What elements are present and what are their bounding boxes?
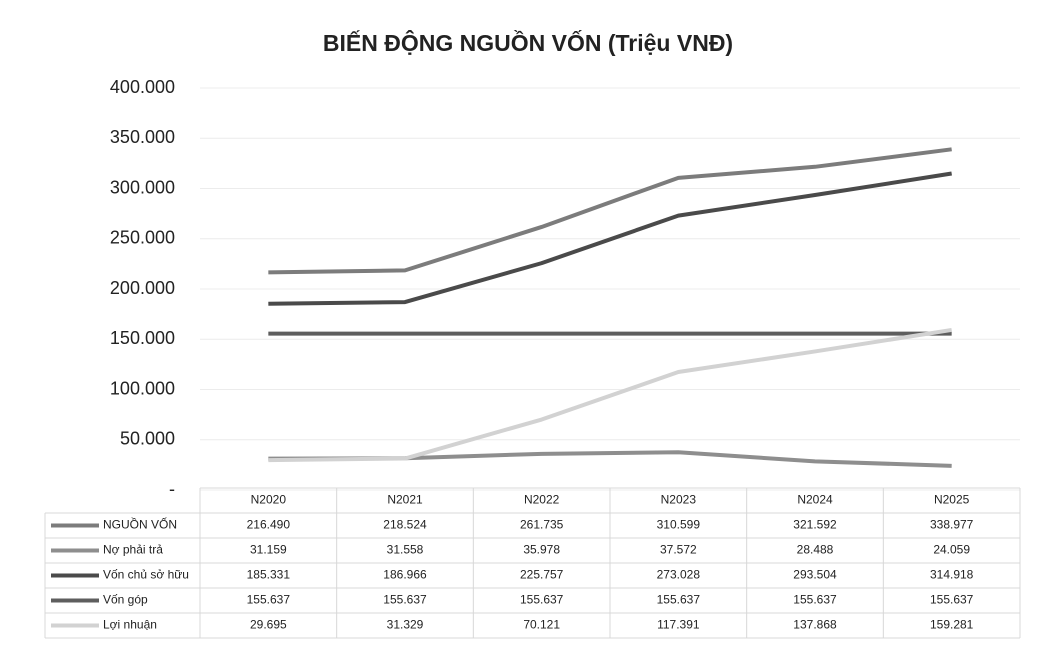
table-value: 310.599	[657, 518, 701, 532]
table-value: 216.490	[247, 518, 291, 532]
table-value: 37.572	[660, 543, 697, 557]
legend-label: Vốn góp	[103, 593, 148, 607]
x-tick-label: N2020	[251, 493, 287, 507]
legend-label: NGUỒN VỐN	[103, 517, 177, 532]
table-value: 31.329	[387, 618, 424, 632]
table-value: 155.637	[520, 593, 564, 607]
y-tick-label: 300.000	[110, 177, 175, 197]
x-tick-label: N2021	[387, 493, 423, 507]
table-value: 186.966	[383, 568, 427, 582]
table-value: 155.637	[383, 593, 427, 607]
table-value: 159.281	[930, 618, 974, 632]
table-value: 70.121	[523, 618, 560, 632]
y-tick-label: 150.000	[110, 328, 175, 348]
table-value: 117.391	[657, 618, 700, 632]
table-value: 155.637	[930, 593, 974, 607]
table-value: 293.504	[793, 568, 837, 582]
x-tick-label: N2023	[661, 493, 697, 507]
table-value: 273.028	[657, 568, 701, 582]
table-value: 321.592	[793, 518, 837, 532]
table-value: 225.757	[520, 568, 564, 582]
y-tick-label: 250.000	[110, 228, 175, 248]
legend-label: Lợi nhuận	[103, 618, 157, 632]
series-line	[268, 147, 952, 275]
y-tick-label: 100.000	[110, 378, 175, 398]
table-value: 29.695	[250, 618, 287, 632]
y-tick-label: 200.000	[110, 278, 175, 298]
table-value: 338.977	[930, 518, 974, 532]
table-value: 155.637	[247, 593, 291, 607]
table-value: 31.159	[250, 543, 287, 557]
y-tick-label: 400.000	[110, 77, 175, 97]
table-value: 314.918	[930, 568, 974, 582]
table-value: 24.059	[933, 543, 970, 557]
series-line	[268, 171, 952, 306]
x-tick-label: N2024	[797, 493, 833, 507]
table-value: 155.637	[793, 593, 837, 607]
x-tick-label: N2025	[934, 493, 970, 507]
table-value: 261.735	[520, 518, 564, 532]
table-value: 35.978	[523, 543, 560, 557]
x-tick-label: N2022	[524, 493, 560, 507]
y-tick-label: 50.000	[120, 429, 175, 449]
table-value: 185.331	[247, 568, 291, 582]
table-value: 28.488	[797, 543, 834, 557]
table-value: 218.524	[383, 518, 427, 532]
chart-title: BIẾN ĐỘNG NGUỒN VỐN (Triệu VNĐ)	[323, 29, 733, 56]
y-tick-label: -	[169, 479, 175, 499]
series-line	[268, 327, 952, 463]
legend-label: Vốn chủ sở hữu	[103, 568, 189, 582]
table-value: 155.637	[657, 593, 701, 607]
table-value: 31.558	[387, 543, 424, 557]
legend-label: Nợ phải trả	[103, 543, 163, 557]
table-value: 137.868	[793, 618, 837, 632]
y-tick-label: 350.000	[110, 127, 175, 147]
